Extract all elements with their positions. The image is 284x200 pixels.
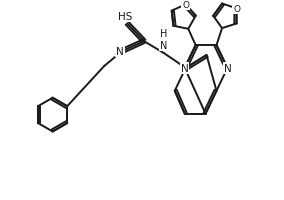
Text: O: O (233, 5, 240, 14)
Text: N: N (181, 64, 189, 74)
Text: O: O (182, 1, 189, 10)
Text: N: N (116, 47, 124, 57)
Text: HS: HS (118, 12, 132, 22)
Text: N: N (224, 64, 231, 74)
Text: H
N: H N (160, 29, 168, 51)
